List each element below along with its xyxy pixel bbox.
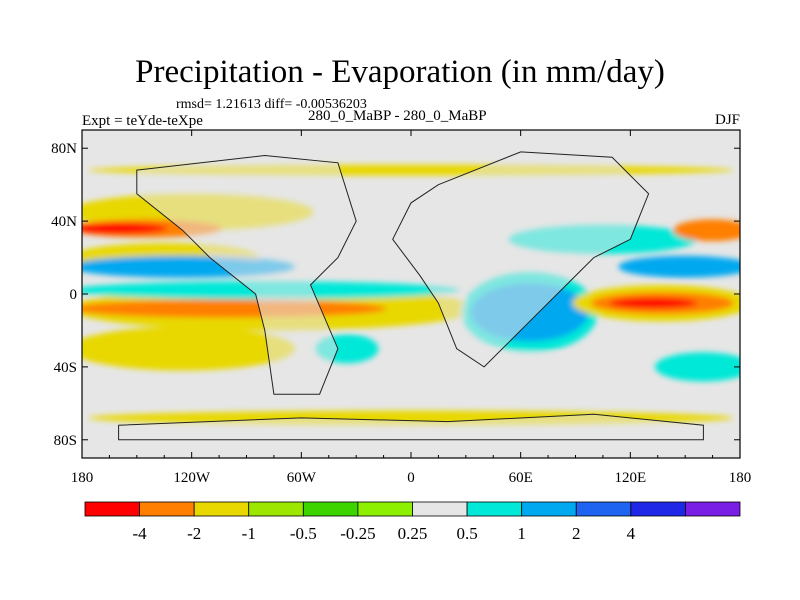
field-band-19 <box>654 352 740 382</box>
lon-tick-label: 180 <box>729 470 752 486</box>
field-band-8 <box>82 222 168 234</box>
latitude-axis: 80N 40N 0 40S 80S <box>51 141 740 449</box>
colorbar-label: 0.25 <box>398 524 428 543</box>
colorbar-box <box>575 501 632 517</box>
land-southern-continent <box>118 413 704 441</box>
colorbar-box <box>521 501 577 517</box>
colorbar-box <box>412 501 468 517</box>
lon-tick-label: 120W <box>173 470 211 486</box>
colorbar-box <box>302 501 359 517</box>
colorbar: -4 -2 -1 -0.5 -0.25 0.25 0.5 1 2 4 <box>84 501 741 543</box>
land-eastern-continent <box>392 151 650 368</box>
field-band-4 <box>82 326 296 371</box>
land-outlines <box>118 151 704 441</box>
colorbar-label: -2 <box>187 524 201 543</box>
field-band-7 <box>82 299 387 318</box>
plot-title: Precipitation - Evaporation (in mm/day) <box>135 54 665 90</box>
colorbar-box <box>357 501 413 517</box>
lon-tick-label: 60W <box>287 470 317 486</box>
colorbar-label: -1 <box>242 524 256 543</box>
lat-tick-label: 80S <box>54 433 77 449</box>
longitude-axis: 180 120W 60W 0 60E 120E 180 <box>71 130 752 486</box>
lon-tick-label: 0 <box>407 470 415 486</box>
season-label: DJF <box>714 112 740 128</box>
colorbar-box <box>466 501 523 517</box>
field-band-18 <box>673 219 740 242</box>
colorbar-box <box>248 501 304 517</box>
colorbar-box <box>685 501 741 517</box>
lon-tick-label: 180 <box>71 470 94 486</box>
land-western-continent <box>136 154 357 395</box>
field-band-14 <box>618 255 740 278</box>
colorbar-label: -4 <box>132 524 147 543</box>
colorbar-box <box>630 501 686 517</box>
map-area <box>81 129 741 459</box>
colorbar-label: 4 <box>627 524 636 543</box>
lat-tick-label: 40S <box>54 360 77 376</box>
lon-tick-label: 120E <box>614 470 646 486</box>
colorbar-box <box>193 501 250 517</box>
colorbar-label: 1 <box>517 524 526 543</box>
center-label: 280_0_MaBP - 280_0_MaBP <box>308 108 487 124</box>
field-band-20 <box>380 352 606 382</box>
stats-label: rmsd= 1.21613 diff= -0.00536203 <box>176 97 367 112</box>
colorbar-label: 2 <box>572 524 581 543</box>
colorbar-label: -0.25 <box>340 524 375 543</box>
colorbar-label: 0.5 <box>456 524 477 543</box>
lat-tick-label: 80N <box>51 141 77 157</box>
colorbar-box <box>139 501 195 517</box>
field-band-17 <box>609 297 698 309</box>
colorbar-box <box>84 501 140 517</box>
lat-tick-label: 0 <box>70 287 78 303</box>
lat-tick-label: 40N <box>51 214 77 230</box>
lon-tick-label: 60E <box>509 470 533 486</box>
experiment-label: Expt = teYde-teXpe <box>82 113 203 129</box>
colorbar-label: -0.5 <box>290 524 317 543</box>
